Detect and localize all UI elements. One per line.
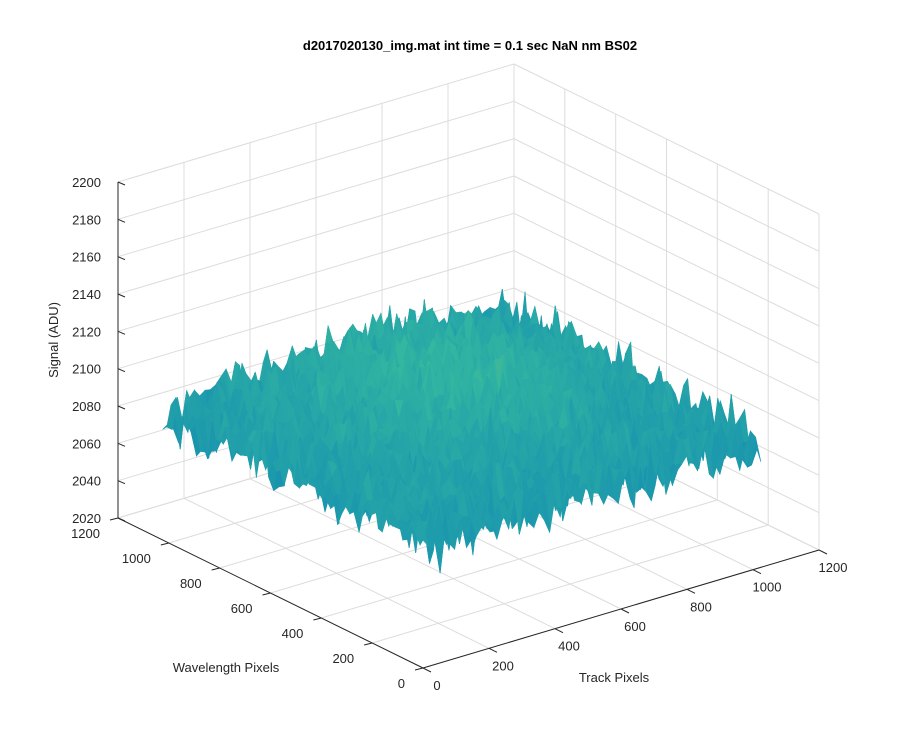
grid-line <box>117 250 515 370</box>
y-tick-label: 400 <box>282 626 304 641</box>
x-tick <box>554 628 564 634</box>
grid-line <box>513 63 820 215</box>
axes <box>109 181 828 673</box>
z-tick-label: 2160 <box>72 250 101 265</box>
z-tick <box>117 442 126 447</box>
y-tick-label: 1000 <box>122 551 151 566</box>
z-tick <box>117 293 126 298</box>
grid-line <box>513 287 820 439</box>
grid-line <box>117 138 515 258</box>
z-axis-label: Signal (ADU) <box>46 302 61 378</box>
z-tick <box>117 181 126 186</box>
z-tick <box>117 405 126 410</box>
y-tick <box>160 542 169 546</box>
x-tick-label: 200 <box>492 658 514 673</box>
grid-line <box>117 175 515 295</box>
z-tick-label: 2140 <box>72 287 101 302</box>
z-tick-label: 2020 <box>72 511 101 526</box>
x-tick <box>686 588 696 594</box>
x-tick-label: 600 <box>624 619 646 634</box>
x-tick <box>488 647 498 653</box>
z-tick-label: 2080 <box>72 399 101 414</box>
z-tick <box>117 330 126 335</box>
y-tick <box>109 517 119 521</box>
surface-patch <box>529 305 540 325</box>
z-tick <box>117 256 126 261</box>
z-tick-label: 2060 <box>72 436 101 451</box>
x-tick-label: 800 <box>690 599 712 614</box>
z-tick-label: 2040 <box>72 474 101 489</box>
x-tick <box>620 608 630 614</box>
tick-labels: 0 200 400 600 800 1000 1200 0 200 400 600 800 1000 12… <box>71 175 847 693</box>
y-tick-label: 0 <box>398 676 405 691</box>
surface <box>162 288 762 574</box>
x-tick-label: 400 <box>558 639 580 654</box>
x-tick <box>818 549 828 555</box>
grid-line <box>513 212 820 364</box>
y-tick <box>414 667 424 671</box>
z-tick-label: 2200 <box>72 175 101 190</box>
y-tick-label: 1200 <box>71 526 100 541</box>
y-tick-label: 800 <box>180 576 202 591</box>
x-tick-label: 1000 <box>753 580 782 595</box>
z-tick <box>117 480 126 485</box>
x-tick <box>422 667 432 673</box>
y-tick <box>262 592 271 596</box>
grid-line <box>117 63 515 183</box>
y-tick <box>211 567 220 571</box>
chart-title: d2017020130_img.mat int time = 0.1 sec N… <box>303 38 637 53</box>
x-tick-label: 1200 <box>819 560 848 575</box>
x-tick <box>752 569 762 575</box>
grid-line <box>117 100 515 220</box>
y-axis-label: Wavelength Pixels <box>173 660 280 675</box>
grid-line <box>372 524 769 644</box>
grid-line <box>513 138 820 290</box>
grid-line <box>513 100 820 252</box>
surface-patch <box>418 517 429 548</box>
y-tick-label: 600 <box>231 601 253 616</box>
x-axis-label: Track Pixels <box>579 670 650 685</box>
grid-line <box>117 212 515 332</box>
y-tick <box>364 642 373 646</box>
z-tick-label: 2180 <box>72 212 101 227</box>
grid-line <box>513 250 820 402</box>
z-tick-label: 2100 <box>72 362 101 377</box>
z-tick-label: 2120 <box>72 324 101 339</box>
grid-line <box>513 175 820 327</box>
x-tick-label: 0 <box>433 678 440 693</box>
y-tick-label: 200 <box>332 651 354 666</box>
z-tick <box>117 368 126 373</box>
z-tick <box>117 517 126 522</box>
y-tick <box>313 617 322 621</box>
grid-line <box>321 499 718 619</box>
z-tick <box>117 218 126 223</box>
